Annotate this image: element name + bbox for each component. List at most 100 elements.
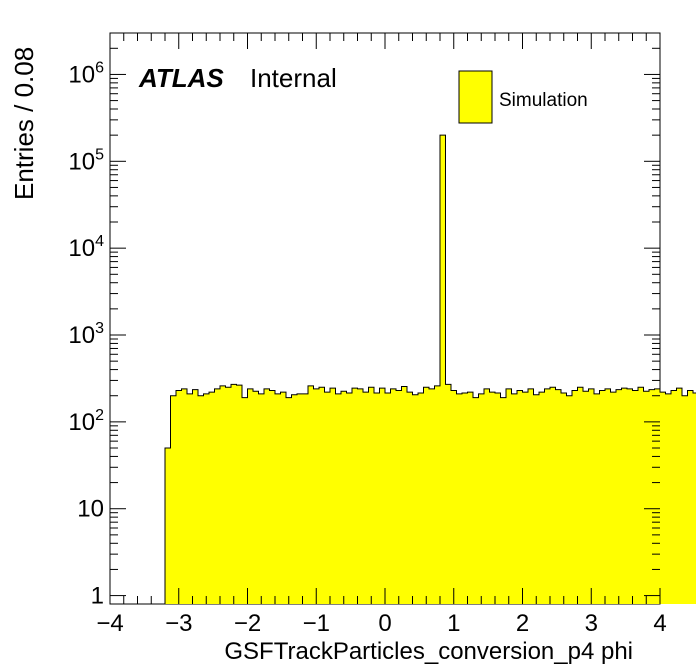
- histogram-bar: [275, 393, 281, 604]
- histogram-bar: [209, 392, 215, 604]
- legend-label: Simulation: [499, 90, 588, 111]
- histogram-bar: [528, 388, 534, 604]
- histogram-bar: [253, 391, 259, 604]
- histogram-bar: [181, 388, 188, 604]
- histogram-outline: [164, 134, 696, 604]
- histogram-bar: [511, 393, 518, 604]
- histogram-bar: [627, 388, 633, 604]
- histogram-bar: [247, 388, 254, 604]
- histogram-bar: [489, 392, 496, 604]
- histogram-bar: [522, 392, 529, 604]
- histogram-bar: [291, 394, 298, 604]
- y-axis-ticks: 1 10 102 103 104 105 106: [68, 32, 660, 610]
- histogram-bar: [682, 395, 688, 604]
- x-axis-label: GSFTrackParticles_conversion_p4 phi: [224, 638, 633, 665]
- x-tick-label: 3: [585, 610, 598, 637]
- histogram-bar: [599, 390, 606, 604]
- histogram-bar: [594, 393, 600, 604]
- histogram-bar: [192, 389, 199, 604]
- x-tick-label: 1: [447, 610, 460, 637]
- histogram-bar: [456, 393, 463, 604]
- histogram-bar: [313, 388, 320, 604]
- legend: Simulation: [458, 70, 588, 124]
- histogram-bar: [583, 391, 589, 604]
- histogram-bar: [467, 392, 474, 604]
- histogram-bar: [396, 390, 402, 604]
- histogram-bar: [506, 388, 512, 604]
- histogram-bar: [258, 393, 265, 604]
- histogram-bar: [500, 397, 507, 604]
- histogram-bar: [495, 392, 501, 604]
- y-tick-label: 106: [68, 59, 104, 88]
- histogram-bar: [231, 384, 237, 604]
- histogram-bar: [429, 388, 435, 604]
- histogram-bar: [412, 394, 419, 604]
- y-tick-label: 105: [68, 146, 104, 175]
- histogram-bar: [610, 392, 617, 604]
- histogram-bar: [473, 397, 479, 604]
- histogram-bar: [319, 387, 325, 604]
- histogram-bar: [379, 388, 386, 604]
- histogram-bar: [357, 388, 364, 604]
- histogram-bar: [616, 389, 622, 604]
- histogram-bar: [286, 397, 292, 604]
- x-tick-label: 0: [378, 610, 391, 637]
- histogram-bar: [346, 392, 353, 604]
- histogram-bar: [577, 387, 584, 604]
- histogram-bar: [214, 388, 221, 604]
- x-tick-label: 2: [516, 610, 529, 637]
- x-axis-ticks: −4 −3 −2 −1 0 1 2 3 4: [96, 33, 667, 637]
- histogram-bar: [264, 388, 270, 604]
- histogram-bar: [308, 385, 314, 604]
- y-tick-label: 10: [77, 496, 104, 523]
- histogram-bar: [566, 395, 573, 604]
- histogram-bar: [434, 385, 441, 604]
- y-tick-label: 103: [68, 320, 104, 349]
- x-tick-label: −4: [96, 610, 123, 637]
- histogram-bar: [401, 386, 408, 604]
- histogram-bar: [423, 387, 430, 604]
- histogram-bar: [440, 135, 446, 604]
- histogram-bar: [220, 385, 226, 604]
- histogram-bar: [572, 390, 578, 604]
- histogram-bar: [539, 392, 545, 604]
- histogram-bar: [462, 392, 468, 604]
- histogram-bar: [330, 388, 336, 604]
- histogram-bar: [302, 393, 309, 604]
- histogram-bar: [588, 388, 595, 604]
- histogram-bar: [517, 390, 523, 604]
- histogram-bar: [187, 393, 193, 604]
- histogram-bar: [643, 391, 650, 604]
- histogram-bar: [407, 392, 413, 604]
- atlas-label: ATLAS: [138, 63, 224, 93]
- y-tick-label: 1: [91, 583, 104, 610]
- histogram-bar: [649, 389, 655, 604]
- y-tick-label: 102: [68, 407, 104, 436]
- histogram-bar: [445, 384, 452, 604]
- histogram-bar: [225, 387, 232, 604]
- histogram-bar: [478, 393, 485, 604]
- y-axis-label: Entries / 0.08: [9, 47, 39, 200]
- histogram-bar: [544, 388, 551, 604]
- histogram-bar: [555, 389, 562, 604]
- histogram-bar: [269, 390, 276, 604]
- histogram-bar: [363, 392, 369, 604]
- histogram-bar: [297, 393, 303, 604]
- histogram-bar: [665, 393, 672, 604]
- histogram-bar: [198, 395, 204, 604]
- histogram-bar: [418, 392, 424, 604]
- histogram-bar: [280, 392, 287, 604]
- histogram-bar: [660, 392, 666, 604]
- histogram-bar: [170, 395, 177, 604]
- histogram-bar: [165, 448, 171, 604]
- histogram-bar: [621, 388, 628, 604]
- histogram-bar: [632, 390, 639, 604]
- histogram-bar: [550, 387, 556, 604]
- histogram-bar: [693, 392, 696, 604]
- histogram-bar: [484, 388, 490, 604]
- histogram-bar: [176, 390, 182, 604]
- histogram-bar: [324, 392, 331, 604]
- x-tick-label: −3: [165, 610, 192, 637]
- histogram-bar: [374, 392, 380, 604]
- x-tick-label: −2: [234, 610, 261, 637]
